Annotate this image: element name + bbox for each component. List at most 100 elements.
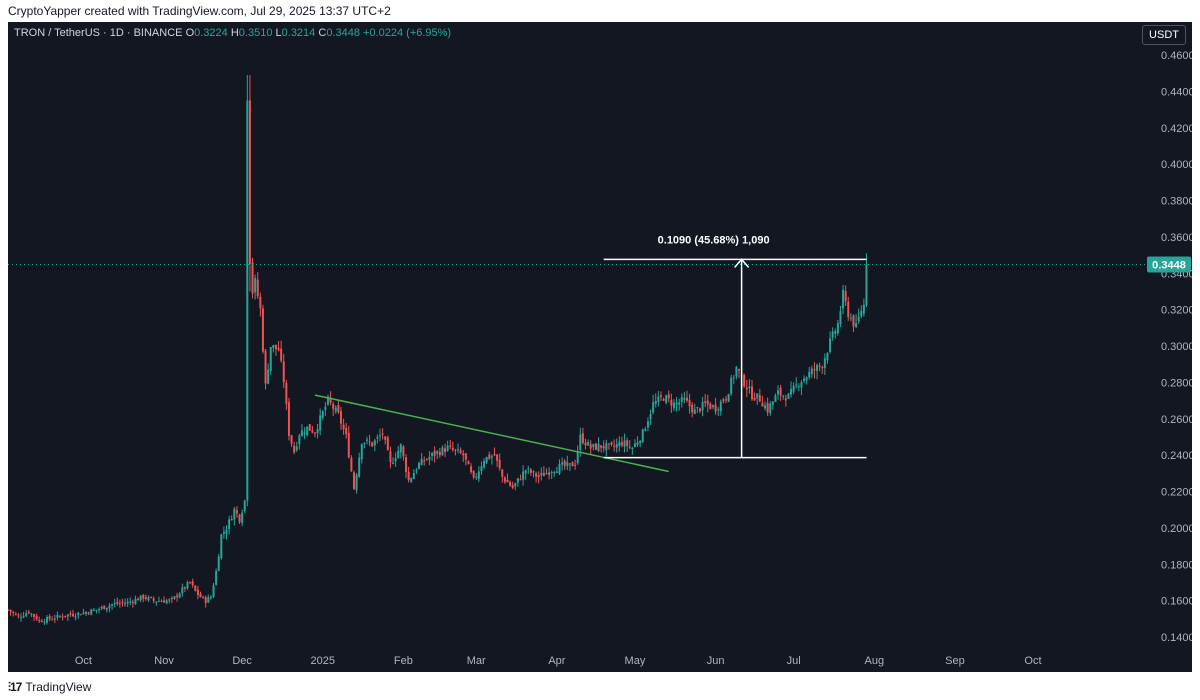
candle-body	[849, 317, 852, 319]
low-value: 0.3214	[281, 27, 316, 39]
candle-body	[761, 403, 764, 407]
y-tick-label: 0.4600	[1161, 50, 1192, 62]
candle-body	[69, 613, 72, 615]
candle-body	[355, 474, 358, 491]
candle-body	[790, 388, 793, 395]
candle-body	[147, 597, 150, 600]
candle-body	[805, 377, 808, 381]
x-tick-label: Feb	[394, 655, 413, 667]
candle-body	[493, 453, 496, 456]
currency-button[interactable]: USDT	[1142, 25, 1186, 45]
candle-body	[287, 402, 290, 437]
candle-body	[696, 407, 699, 409]
candle-body	[368, 441, 371, 443]
y-tick-label: 0.1800	[1161, 559, 1192, 571]
candle-body	[254, 278, 257, 293]
candle-body	[22, 616, 25, 618]
candle-body	[183, 587, 186, 589]
candle-body	[584, 442, 587, 446]
x-tick-label: Jun	[707, 655, 725, 667]
candle-body	[418, 463, 421, 469]
candle-body	[498, 459, 501, 469]
candle-body	[8, 609, 9, 611]
candle-body	[602, 446, 605, 449]
candle-body	[181, 587, 184, 594]
candle-body	[693, 409, 696, 415]
candle-body	[665, 395, 668, 403]
candle-body	[248, 100, 251, 265]
candle-body	[654, 401, 657, 404]
candle-body	[137, 598, 140, 601]
candle-body	[540, 472, 543, 476]
candle-body	[764, 405, 767, 409]
candle-body	[485, 456, 488, 463]
candle-body	[402, 446, 405, 457]
candle-body	[347, 432, 350, 458]
candle-body	[251, 262, 254, 294]
y-tick-label: 0.1600	[1161, 596, 1192, 608]
candle-body	[751, 386, 754, 400]
y-tick-label: 0.3800	[1161, 196, 1192, 208]
candle-body	[748, 386, 751, 389]
candle-body	[782, 395, 785, 397]
price-chart[interactable]: 0.4600 0.4400 0.4200 0.4000 0.3800 0.3600 0.34…	[8, 22, 1192, 672]
candle-body	[103, 605, 106, 610]
candle-body	[464, 453, 467, 460]
candle-body	[259, 296, 262, 309]
candle-body	[449, 445, 452, 447]
candle-body	[719, 401, 722, 412]
candle-body	[628, 446, 631, 448]
candle-body	[516, 478, 519, 483]
candle-body	[373, 440, 376, 446]
candle-body	[98, 609, 101, 611]
candle-body	[652, 402, 655, 413]
candle-body	[745, 387, 748, 390]
candle-body	[779, 387, 782, 396]
candle-body	[545, 472, 548, 475]
candle-body	[415, 470, 418, 472]
candle-body	[423, 460, 426, 462]
candle-body	[522, 471, 525, 480]
candle-body	[662, 399, 665, 401]
chart-attribution: CryptoYapper created with TradingView.co…	[0, 0, 1200, 22]
candle-body	[680, 397, 683, 402]
candle-body	[144, 597, 147, 599]
candle-body	[724, 399, 727, 401]
candle-body	[847, 301, 850, 318]
candle-body	[639, 440, 642, 444]
candle-body	[246, 100, 249, 501]
candle-body	[303, 432, 306, 434]
candle-body	[842, 289, 845, 309]
candle-body	[527, 468, 530, 470]
y-tick-label: 0.2600	[1161, 414, 1192, 426]
candle-body	[425, 459, 428, 461]
candle-body	[470, 466, 473, 473]
candle-body	[709, 403, 712, 409]
candle-body	[444, 448, 447, 452]
high-value: 0.3510	[238, 27, 273, 39]
candle-body	[95, 609, 98, 611]
candle-body	[459, 450, 462, 453]
candle-body	[207, 597, 210, 603]
candle-body	[792, 385, 795, 392]
candle-body	[594, 443, 597, 450]
candle-body	[350, 457, 353, 472]
candle-body	[209, 597, 212, 599]
last-price-tag	[1147, 256, 1191, 273]
candle-body	[454, 449, 457, 451]
candle-body	[615, 444, 618, 448]
candle-body	[282, 361, 285, 383]
candle-body	[563, 460, 566, 466]
candle-body	[196, 589, 199, 595]
candle-body	[365, 439, 368, 441]
candle-body	[542, 472, 545, 477]
candle-body	[53, 618, 56, 620]
candle-body	[857, 316, 860, 322]
candle-body	[386, 437, 389, 451]
chart-panel[interactable]: 0.4600 0.4400 0.4200 0.4000 0.3800 0.3600 0.34…	[8, 22, 1192, 672]
candle-body	[215, 571, 218, 586]
x-tick-label: Aug	[864, 655, 884, 667]
open-value: 0.3224	[194, 27, 228, 39]
candle-body	[87, 612, 90, 614]
candle-body	[394, 458, 397, 462]
